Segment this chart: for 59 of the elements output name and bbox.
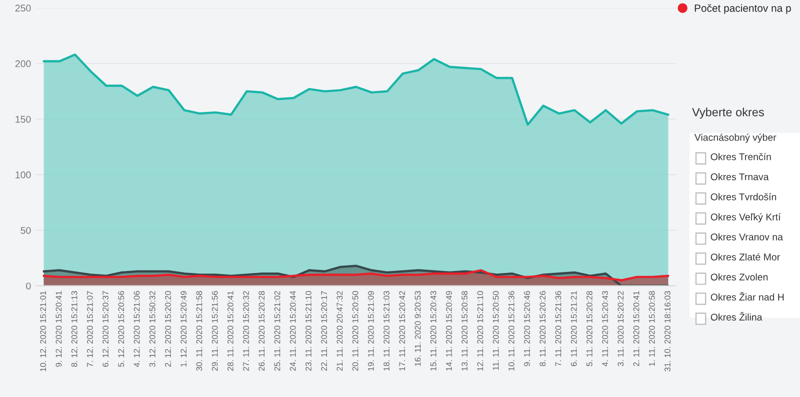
x-tick-label: 21. 11. 2020 20:47:32: [336, 291, 343, 371]
x-tick-label: 10. 11. 2020 15:21:36: [508, 291, 514, 371]
legend-label: Počet pacientov na p: [694, 4, 791, 14]
x-tick-label: 31. 10. 2020 18:16:03: [664, 291, 670, 372]
x-tick-label: 7. 12. 2020 15:21:07: [86, 291, 93, 367]
y-tick-label: 100: [16, 171, 31, 178]
x-tick-label: 11. 11. 2020 15:20:50: [492, 291, 499, 370]
x-tick-label: 1. 12. 2020 15:20:49: [180, 291, 187, 367]
text: Okres Žilina: [710, 312, 762, 321]
x-tick-label: 9. 12. 2020 15:20:41: [56, 291, 62, 367]
x-tick-label: 4. 11. 2020 15:20:43: [602, 291, 608, 366]
x-tick-label: 6. 12. 2020 15:20:37: [102, 291, 108, 367]
y-tick-label: 50: [20, 226, 31, 234]
x-tick-label: 15. 11. 2020 15:20:43: [430, 291, 436, 371]
x-tick-label: 8. 11. 2020 15:20:26: [540, 291, 546, 366]
y-tick-label: 250: [15, 4, 31, 12]
x-tick-label: 12. 11. 2020 15:21:10: [477, 291, 484, 371]
text: Viacnásobný výber: [694, 134, 776, 143]
x-tick-label: 13. 11. 2020 15:20:58: [462, 291, 468, 371]
x-tick-label: 5. 12. 2020 15:20:56: [118, 291, 124, 367]
text: Okres Veľký Krtí: [710, 213, 781, 222]
x-tick-label: 2. 12. 2020 15:20:20: [165, 291, 171, 367]
x-tick-label: 14. 11. 2020 15:20:49: [446, 291, 452, 371]
x-tick-label: 29. 11. 2020 15:21:56: [212, 291, 218, 371]
x-tick-label: 23. 11. 2020 15:21:10: [306, 291, 312, 371]
x-tick-label: 6. 11. 2020 15:21:21: [570, 291, 577, 366]
text: Okres Tvrdošín: [710, 193, 776, 200]
x-tick-label: 28. 11. 2020 15:20:41: [227, 291, 234, 371]
y-tick-label: 0: [26, 282, 31, 290]
x-tick-label: 16. 11. 2020 9:20:53: [414, 291, 421, 366]
x-tick-label: 4. 12. 2020 15:21:06: [134, 291, 140, 367]
x-tick-label: 25. 11. 2020 15:21:02: [274, 291, 280, 371]
x-tick-label: 17. 11. 2020 15:20:42: [399, 291, 406, 371]
x-tick-label: 7. 11. 2020 15:21:36: [555, 291, 562, 366]
x-tick-label: 26. 11. 2020 15:20:28: [258, 291, 265, 371]
y-tick-label: 150: [16, 116, 31, 123]
x-tick-label: 2. 11. 2020 15:20:41: [633, 291, 640, 366]
text: Okres Vranov na: [710, 233, 783, 240]
text: Okres Zvolen: [710, 273, 768, 281]
text: Vyberte okres: [692, 108, 764, 119]
x-tick-label: 22. 11. 2020 15:20:17: [321, 291, 328, 371]
x-tick-label: 10. 12. 2020 15:21:01: [40, 291, 46, 372]
x-tick-label: 20. 11. 2020 15:20:50: [352, 291, 358, 371]
text: Okres Zlaté Mor: [710, 253, 780, 260]
x-tick-label: 18. 11. 2020 15:21:03: [384, 291, 390, 371]
x-tick-label: 19. 11. 2020 15:21:09: [368, 291, 374, 371]
y-tick-label: 200: [15, 60, 31, 68]
x-tick-label: 9. 11. 2020 15:20:46: [524, 291, 530, 366]
text: Okres Trenčín: [710, 152, 771, 160]
text: Okres Žiar nad H: [710, 292, 784, 301]
x-tick-label: 30. 11. 2020 15:21:58: [196, 291, 202, 371]
x-tick-label: 5. 11. 2020 15:20:28: [586, 291, 592, 366]
x-tick-label: 1. 11. 2020 15:20:58: [648, 291, 655, 366]
x-tick-label: 27. 11. 2020 15:20:32: [243, 291, 249, 371]
x-tick-label: 24. 11. 2020 15:20:44: [290, 290, 296, 371]
x-tick-label: 3. 11. 2020 15:20:22: [618, 291, 624, 366]
x-tick-label: 3. 12. 2020 15:50:32: [149, 291, 156, 367]
text: Okres Trnava: [710, 173, 769, 180]
x-tick-label: 8. 12. 2020 15:21:13: [71, 291, 78, 367]
